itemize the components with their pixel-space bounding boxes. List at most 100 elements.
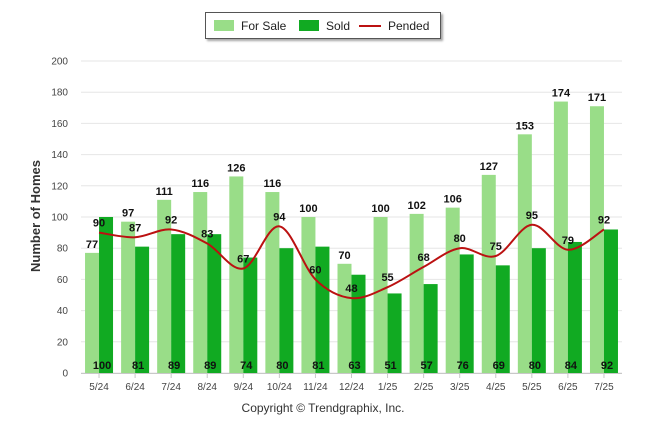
bar-sold	[135, 246, 150, 373]
data-label-for-sale: 171	[588, 92, 606, 104]
data-label-sold: 69	[493, 360, 505, 372]
legend-label-for-sale: For Sale	[241, 18, 287, 33]
data-label-pended: 95	[526, 210, 538, 222]
y-tick-label: 80	[57, 244, 69, 255]
data-label-sold: 89	[168, 360, 180, 372]
data-label-pended: 80	[454, 233, 466, 245]
data-label-pended: 92	[598, 214, 610, 226]
bar-for-sale	[265, 192, 280, 373]
legend-label-sold: Sold	[326, 18, 351, 33]
bar-sold	[387, 293, 402, 373]
data-label-pended: 55	[381, 272, 393, 284]
data-label-sold: 57	[421, 360, 433, 372]
data-label-for-sale: 126	[227, 162, 245, 174]
bar-sold	[351, 274, 366, 373]
for-sale-swatch	[214, 20, 234, 31]
y-tick-label: 160	[51, 119, 68, 130]
y-tick-label: 140	[51, 150, 68, 161]
bar-for-sale	[85, 252, 100, 373]
data-label-sold: 84	[565, 360, 578, 372]
data-label-sold: 74	[240, 360, 253, 372]
legend-item-sold[interactable]: Sold	[299, 13, 350, 38]
data-label-for-sale: 70	[338, 250, 350, 262]
legend-label-pended: Pended	[388, 18, 430, 33]
data-label-sold: 51	[384, 360, 396, 372]
data-labels: 77 100 97 81 111 89 116 89 126 74 116 80 100 81 70 63 10…	[86, 88, 613, 372]
data-label-pended: 48	[345, 283, 357, 295]
bar-for-sale	[193, 192, 208, 373]
x-tick-label: 8/24	[197, 382, 217, 393]
data-label-for-sale: 102	[407, 200, 425, 212]
y-axis-label: Number of Homes	[28, 160, 43, 272]
x-tick-label: 1/25	[378, 382, 398, 393]
legend-item-for-sale[interactable]: For Sale	[214, 13, 286, 38]
bar-sold	[279, 248, 294, 373]
bar-sold	[315, 246, 330, 373]
bar-sold	[243, 257, 258, 373]
x-tick-label: 12/24	[339, 382, 364, 393]
bar-sold	[567, 241, 582, 373]
x-tick-label: 3/25	[450, 382, 470, 393]
x-tick-label: 6/24	[125, 382, 145, 393]
legend: For Sale Sold Pended	[205, 12, 441, 39]
data-label-for-sale: 77	[86, 239, 98, 251]
bar-for-sale	[481, 174, 496, 373]
pended-swatch	[359, 24, 381, 27]
bar-for-sale	[229, 176, 244, 373]
data-label-sold: 80	[276, 360, 288, 372]
data-label-pended: 68	[418, 252, 430, 264]
x-tick-label: 9/24	[234, 382, 254, 393]
data-label-for-sale: 116	[263, 178, 281, 190]
bar-for-sale	[301, 217, 316, 373]
bar-for-sale	[121, 221, 136, 373]
data-label-for-sale: 153	[516, 120, 534, 132]
bar-for-sale	[157, 199, 172, 373]
bar-sold	[531, 248, 546, 373]
data-label-for-sale: 100	[371, 203, 389, 215]
x-tick-label: 2/25	[414, 382, 434, 393]
y-tick-label: 60	[57, 275, 69, 286]
copyright: Copyright © Trendgraphix, Inc.	[241, 401, 405, 415]
data-label-for-sale: 116	[191, 178, 209, 190]
bar-sold	[459, 254, 474, 373]
x-tick-label: 10/24	[267, 382, 292, 393]
data-label-pended: 90	[93, 218, 105, 230]
y-tick-label: 120	[51, 181, 68, 192]
y-tick-label: 200	[51, 57, 68, 68]
x-tick-label: 11/24	[303, 382, 328, 393]
pended-line	[98, 223, 605, 300]
data-label-pended: 75	[490, 241, 502, 253]
data-label-for-sale: 100	[299, 203, 317, 215]
bar-sold	[423, 284, 438, 373]
data-label-sold: 92	[601, 360, 613, 372]
data-label-for-sale: 174	[552, 88, 571, 100]
legend-item-pended[interactable]: Pended	[359, 13, 429, 38]
y-tick-label: 0	[62, 369, 68, 380]
data-label-pended: 87	[129, 222, 141, 234]
data-label-for-sale: 127	[480, 161, 498, 173]
data-label-pended: 60	[309, 264, 321, 276]
pended-series-line	[98, 223, 605, 300]
bar-for-sale	[337, 263, 352, 373]
data-label-sold: 100	[93, 360, 111, 372]
bar-sold	[207, 234, 222, 373]
data-label-sold: 76	[457, 360, 469, 372]
bar-sold	[99, 217, 114, 373]
data-label-pended: 92	[165, 214, 177, 226]
bars	[85, 101, 618, 374]
x-tick-label: 5/25	[522, 382, 542, 393]
data-label-for-sale: 111	[156, 186, 173, 198]
data-label-for-sale: 106	[444, 194, 462, 206]
x-tick-label: 7/24	[161, 382, 181, 393]
axes: 0 20 40 60 80 100 120 140 160 180 200 5/24 6/24 7/24 8…	[51, 57, 622, 393]
data-label-pended: 83	[201, 229, 213, 241]
data-label-pended: 67	[237, 253, 249, 265]
bar-for-sale	[409, 213, 424, 373]
bar-sold	[171, 234, 186, 373]
bar-for-sale	[373, 217, 388, 373]
x-tick-label: 7/25	[594, 382, 614, 393]
data-label-sold: 89	[204, 360, 216, 372]
x-tick-label: 4/25	[486, 382, 506, 393]
data-label-pended: 79	[562, 235, 574, 247]
